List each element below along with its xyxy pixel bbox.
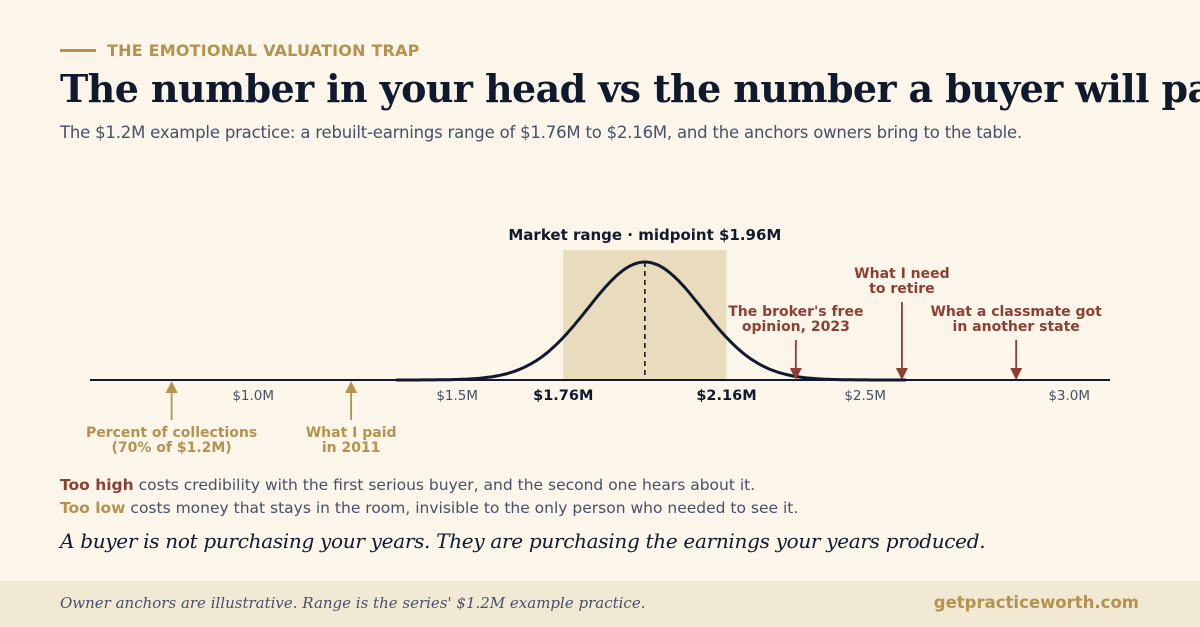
anchor-high-arrow xyxy=(789,368,802,380)
page-title: The number in your head vs the number a … xyxy=(60,66,1200,111)
x-tick-label: $2.5M xyxy=(844,388,886,404)
anchor-high-label: What I need xyxy=(854,266,949,282)
market-range-label: Market range · midpoint $1.96M xyxy=(508,226,781,244)
too-high-label: Too high xyxy=(60,476,134,494)
anchor-high-label: opinion, 2023 xyxy=(742,319,850,335)
site-link[interactable]: getpracticeworth.com xyxy=(933,593,1139,612)
anchor-high-label: in another state xyxy=(953,319,1080,335)
eyebrow-text: THE EMOTIONAL VALUATION TRAP xyxy=(107,41,420,60)
anchor-high-label: What a classmate got xyxy=(930,304,1102,320)
too-low-note: Too low costs money that stays in the ro… xyxy=(60,499,798,517)
too-high-text: costs credibility with the first serious… xyxy=(133,476,756,494)
valuation-chart: Market range · midpoint $1.96M $1.0M $1.5M… xyxy=(86,226,1110,456)
anchor-high-arrow xyxy=(895,368,908,380)
anchor-low-label: Percent of collections xyxy=(86,425,257,441)
x-tick-label: $1.5M xyxy=(436,388,478,404)
pull-quote: A buyer is not purchasing your years. Th… xyxy=(60,529,986,553)
x-tick-label: $2.16M xyxy=(696,388,756,404)
anchor-low-label: in 2011 xyxy=(322,440,381,456)
footer: Owner anchors are illustrative. Range is… xyxy=(0,581,1200,627)
anchor-high-label: The broker's free xyxy=(728,304,863,320)
too-low-text: costs money that stays in the room, invi… xyxy=(125,499,799,517)
x-tick-label: $1.0M xyxy=(232,388,274,404)
too-low-label: Too low xyxy=(60,499,126,517)
market-range-band xyxy=(563,250,727,380)
x-tick-label: $1.76M xyxy=(533,388,593,404)
anchor-low-arrow xyxy=(345,381,358,393)
eyebrow: THE EMOTIONAL VALUATION TRAP xyxy=(60,41,420,60)
anchor-low-label: (70% of $1.2M) xyxy=(111,440,231,456)
too-high-note: Too high costs credibility with the firs… xyxy=(60,476,798,494)
anchor-low-arrow xyxy=(165,381,178,393)
page-subtitle: The $1.2M example practice: a rebuilt-ea… xyxy=(60,123,1023,142)
anchor-low-label: What I paid xyxy=(306,425,397,441)
x-tick-label: $3.0M xyxy=(1048,388,1090,404)
anchor-high-arrow xyxy=(1010,368,1023,380)
footer-note: Owner anchors are illustrative. Range is… xyxy=(60,594,646,612)
notes: Too high costs credibility with the firs… xyxy=(60,476,798,522)
eyebrow-rule xyxy=(60,49,96,52)
anchor-high-label: to retire xyxy=(869,281,934,297)
valuation-curve xyxy=(396,260,906,382)
